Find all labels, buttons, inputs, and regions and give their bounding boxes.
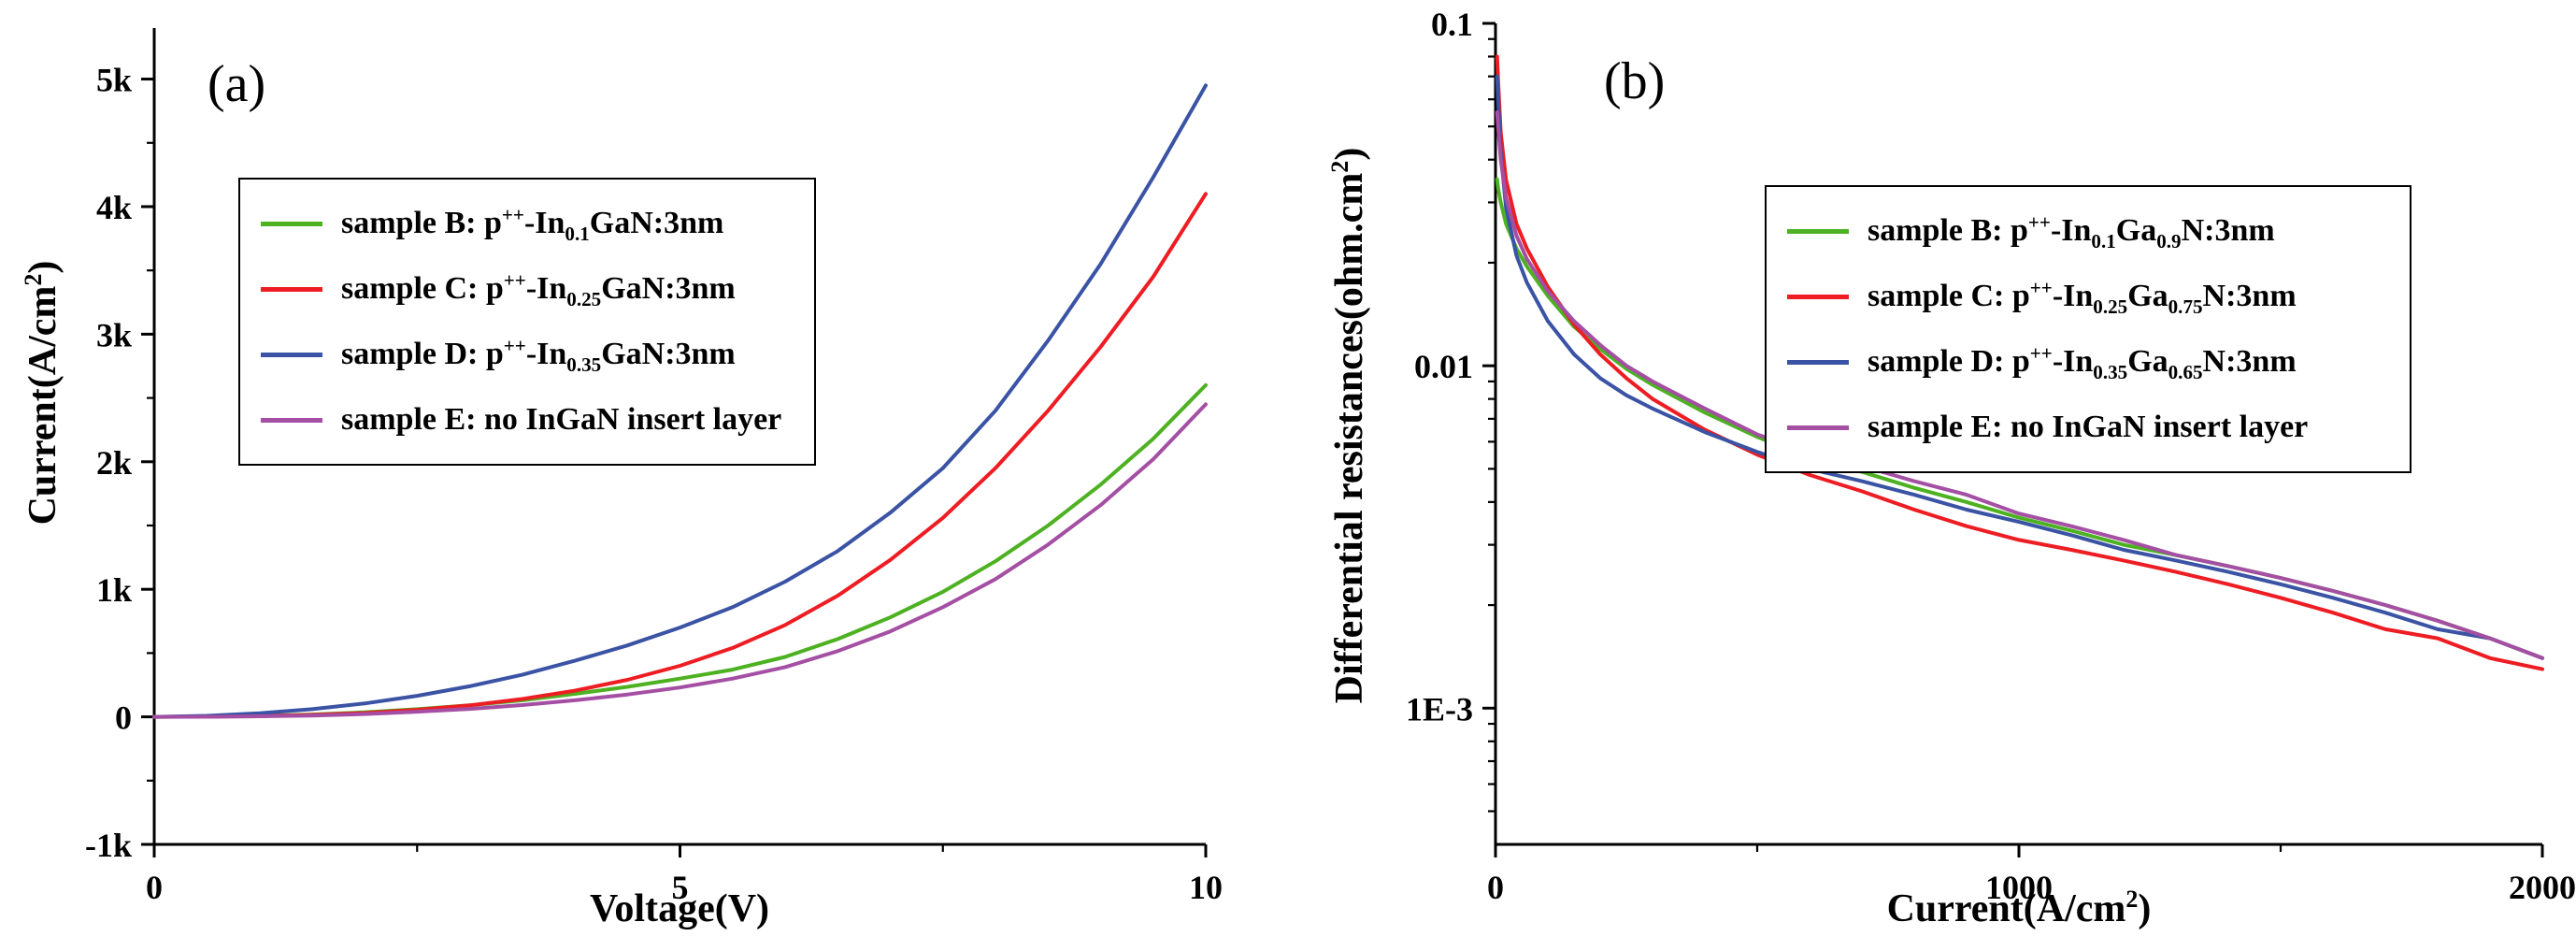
- x-axis-title: Voltage(V): [589, 887, 770, 930]
- panel-label: (b): [1604, 52, 1666, 110]
- legend-line-sample-sample-d: [261, 352, 322, 357]
- legend-label-sample-b: sample B: p++-In0.1GaN:3nm: [341, 203, 724, 245]
- panel-b: 0.1 0.01 1E-3 0 1000 2000 (b) Differential resi…: [1288, 0, 2576, 951]
- y-axis-ticks: -1k 0 1k 2k 3k 4k 5k: [85, 62, 154, 864]
- y-tick-label: 1E-3: [1406, 690, 1473, 728]
- legend-label-sample-c: sample C: p++-In0.25GaN:3nm: [341, 268, 736, 310]
- y-tick-label: 0.01: [1414, 348, 1473, 385]
- panel-a: -1k 0 1k 2k 3k 4k 5k 0 5 10 (a) Current(A/cm2) Volta…: [20, 28, 1223, 930]
- legend-label-sample-e: sample E: no InGaN insert layer: [341, 402, 782, 437]
- y-tick-label: 4k: [96, 189, 132, 226]
- x-tick-label: 2000: [2509, 869, 2576, 906]
- legend-item-sample-e: sample E: no InGaN insert layer: [1787, 395, 2389, 460]
- legend: sample B: p++-In0.1Ga0.9N:3nm sample C: p…: [1765, 185, 2411, 473]
- legend-line-sample-sample-e: [261, 417, 322, 423]
- y-axis-title: Differential resistances(ohm.cm2): [1326, 147, 1371, 704]
- legend-item-sample-b: sample B: p++-In0.1GaN:3nm: [261, 191, 794, 256]
- legend-item-sample-e: sample E: no InGaN insert layer: [261, 387, 794, 453]
- series-sample-e-line: [152, 402, 1208, 719]
- legend-label-sample-b: sample B: p++-In0.1Ga0.9N:3nm: [1868, 210, 2275, 252]
- legend-line-sample-sample-b: [261, 221, 322, 226]
- x-tick-label: 1000: [1985, 869, 2053, 906]
- y-axis-title: Current(A/cm2): [20, 260, 64, 526]
- x-tick-label: 10: [1189, 869, 1223, 906]
- legend-label-sample-d: sample D: p++-In0.35Ga0.65N:3nm: [1868, 341, 2297, 383]
- legend-line-sample-sample-c: [261, 286, 322, 292]
- legend-label-sample-c: sample C: p++-In0.25Ga0.75N:3nm: [1868, 276, 2297, 318]
- legend-item-sample-d: sample D: p++-In0.35GaN:3nm: [261, 322, 794, 387]
- y-tick-label: 3k: [96, 316, 132, 353]
- series-sample-c-line: [1495, 54, 2544, 671]
- y-tick-label: 2k: [96, 444, 132, 482]
- panel-label: (a): [208, 55, 266, 113]
- legend-item-sample-b: sample B: p++-In0.1Ga0.9N:3nm: [1787, 198, 2389, 264]
- chart-svg-b: 0.1 0.01 1E-3 0 1000 2000: [1406, 6, 2576, 906]
- chart-svg-a: -1k 0 1k 2k 3k 4k 5k 0 5 10: [85, 28, 1223, 906]
- x-tick-label: 5: [672, 869, 689, 906]
- legend-line-sample-sample-e: [1787, 425, 1849, 430]
- x-axis-title: Current(A/cm2): [1886, 886, 2152, 930]
- y-tick-label: 1k: [96, 571, 132, 609]
- series-sample-d-line: [152, 83, 1208, 719]
- legend-item-sample-c: sample C: p++-In0.25GaN:3nm: [261, 256, 794, 322]
- y-tick-label: -1k: [85, 827, 132, 864]
- legend-item-sample-c: sample C: p++-In0.25Ga0.75N:3nm: [1787, 264, 2389, 329]
- x-tick-label: 0: [1487, 869, 1504, 906]
- y-tick-label: 0.1: [1431, 6, 1473, 43]
- legend-item-sample-d: sample D: p++-In0.35Ga0.65N:3nm: [1787, 329, 2389, 395]
- y-tick-label: 5k: [96, 62, 132, 99]
- y-axis-ticks: 0.1 0.01 1E-3: [1406, 6, 1496, 813]
- legend-line-sample-sample-d: [1787, 359, 1849, 365]
- legend-label-sample-d: sample D: p++-In0.35GaN:3nm: [341, 334, 736, 376]
- x-axis-ticks: 0 5 10: [146, 844, 1223, 906]
- legend: sample B: p++-In0.1GaN:3nm sample C: p++-…: [238, 178, 816, 466]
- legend-label-sample-e: sample E: no InGaN insert layer: [1868, 410, 2309, 444]
- legend-line-sample-sample-b: [1787, 228, 1849, 234]
- y-tick-label: 0: [115, 699, 132, 737]
- series-sample-d-line: [1495, 74, 2544, 660]
- x-tick-label: 0: [146, 869, 163, 906]
- x-axis-ticks: 0 1000 2000: [1487, 844, 2576, 906]
- legend-line-sample-sample-c: [1787, 294, 1849, 299]
